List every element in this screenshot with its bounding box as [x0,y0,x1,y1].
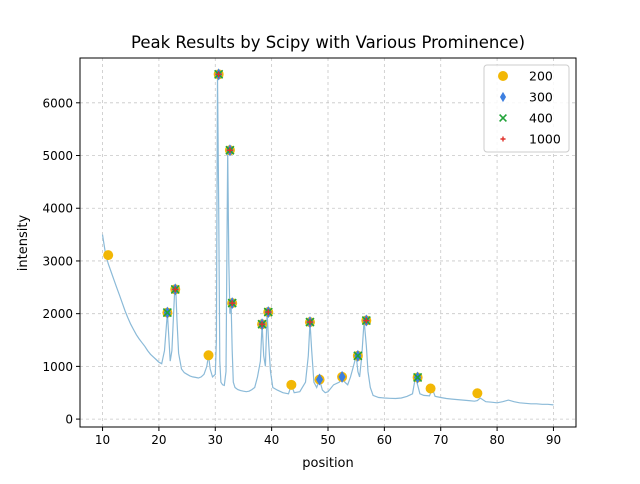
x-tick-label: 40 [264,433,279,447]
x-tick-label: 30 [208,433,223,447]
x-tick-label: 70 [433,433,448,447]
legend-marker-400 [499,114,507,122]
x-axis-label: position [302,456,354,471]
peak-marker-1000 [306,319,313,326]
legend-label-400: 400 [529,111,553,126]
y-axis-label: intensity [16,215,31,272]
peak-marker-1000 [265,309,272,316]
y-tick-label: 1000 [42,360,73,374]
peak-marker-200 [425,383,436,394]
peak-marker-200 [103,250,114,261]
legend-marker-200 [498,71,508,81]
peak-marker-400 [413,372,423,383]
y-tick-label: 6000 [42,96,73,110]
y-tick-label: 2000 [42,307,73,321]
legend-label-200: 200 [529,69,553,84]
legend-marker-1000 [500,136,506,142]
peak-marker-1000 [226,147,233,154]
peak-markers [103,68,483,399]
legend-label-1000: 1000 [529,132,561,147]
spectrum-line [101,74,554,406]
peak-marker-400 [353,351,363,361]
y-tick-label: 4000 [42,202,73,216]
x-tick-label: 80 [489,433,504,447]
peak-marker-400 [162,308,172,318]
peak-marker-1000 [215,71,222,78]
spectrum-line-group [101,74,554,406]
y-tick-label: 3000 [42,254,73,268]
axes: 10 20 30 40 50 60 70 80 90 0 1000 2000 3000 4000 5000 6… [42,57,577,447]
peak-marker-300 [315,373,324,386]
legend: 200 300 400 1000 [483,64,570,153]
peak-marker-1000 [229,300,236,307]
peak-marker-300 [338,370,346,383]
y-tick-label: 5000 [42,149,73,163]
peak-marker-200 [286,379,297,390]
peak-marker-1000 [172,286,179,293]
peak-marker-200 [203,350,214,361]
x-tick-label: 50 [320,433,335,447]
x-tick-label: 10 [95,433,110,447]
legend-marker-300 [499,91,507,103]
x-tick-label: 60 [377,433,392,447]
peak-marker-200 [472,388,483,399]
y-tick-label: 0 [65,413,73,427]
x-tick-label: 20 [151,433,166,447]
chart-title: Peak Results by Scipy with Various Promi… [131,33,525,52]
legend-box [483,64,570,153]
peak-marker-1000 [259,321,266,328]
x-tick-label: 90 [546,433,561,447]
legend-label-300: 300 [529,90,553,105]
peak-marker-1000 [363,317,370,324]
